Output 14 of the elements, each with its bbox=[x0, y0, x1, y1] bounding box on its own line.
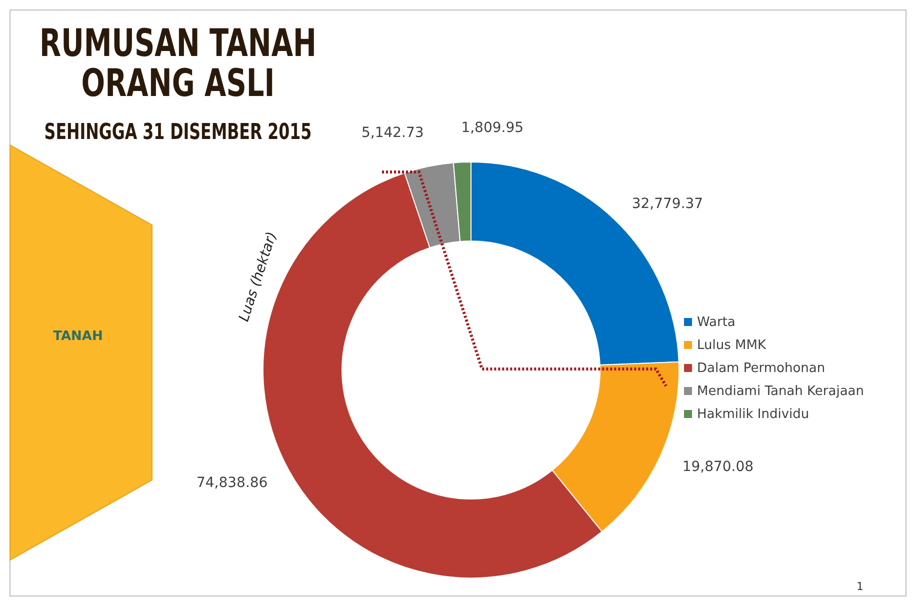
data-label: 74,838.86 bbox=[196, 474, 268, 491]
text: 1 bbox=[856, 580, 864, 593]
data-label: 5,142.73 bbox=[361, 124, 424, 141]
data-label: 19,870.08 bbox=[682, 458, 754, 475]
legend-label: Hakmilik Individu bbox=[697, 407, 810, 422]
data-label: 32,779.37 bbox=[632, 196, 704, 212]
legend-label: Mendiami Tanah Kerajaan bbox=[697, 384, 864, 399]
chart-subtitle: SEHINGGA 31 DISEMBER 2015 bbox=[44, 119, 312, 145]
legend-label: Dalam Permohonan bbox=[697, 361, 826, 376]
chart-title: RUMUSAN TANAH ORANG ASLI bbox=[39, 22, 317, 106]
data-label: 1,809.95 bbox=[461, 120, 524, 136]
legend-label: Lulus MMK bbox=[697, 338, 766, 353]
legend-label: Warta bbox=[697, 315, 736, 330]
text: TANAH bbox=[53, 329, 103, 344]
